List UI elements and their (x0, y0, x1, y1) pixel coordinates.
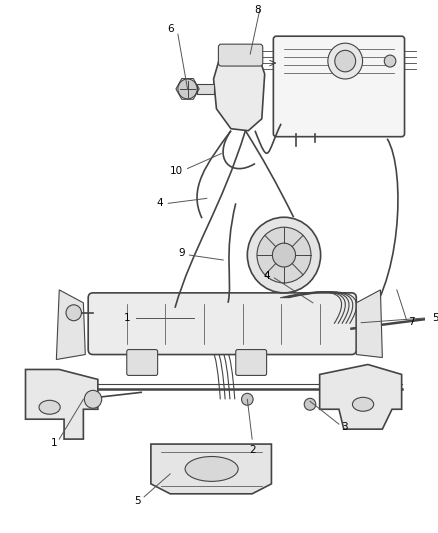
Circle shape (66, 305, 81, 321)
Text: 1: 1 (124, 313, 131, 323)
Text: 6: 6 (167, 24, 173, 34)
Ellipse shape (352, 397, 373, 411)
Text: 9: 9 (177, 248, 184, 258)
FancyBboxPatch shape (235, 350, 266, 375)
Ellipse shape (185, 456, 238, 481)
FancyBboxPatch shape (273, 36, 403, 136)
Text: 4: 4 (156, 198, 163, 208)
Text: 4: 4 (263, 271, 270, 281)
Text: 10: 10 (169, 166, 182, 175)
Ellipse shape (39, 400, 60, 414)
Circle shape (241, 393, 253, 405)
FancyBboxPatch shape (218, 44, 262, 66)
Polygon shape (356, 290, 381, 358)
Circle shape (272, 243, 295, 267)
FancyBboxPatch shape (88, 293, 356, 354)
Circle shape (247, 217, 320, 293)
Circle shape (334, 50, 355, 72)
Polygon shape (319, 365, 401, 429)
Polygon shape (56, 290, 85, 360)
Text: 5: 5 (134, 496, 141, 506)
Circle shape (177, 79, 197, 99)
Text: 3: 3 (340, 422, 347, 432)
Circle shape (256, 227, 310, 283)
Text: 5: 5 (431, 313, 438, 323)
Circle shape (304, 398, 315, 410)
Circle shape (327, 43, 362, 79)
Polygon shape (213, 54, 264, 131)
Text: 2: 2 (248, 445, 255, 455)
Text: 8: 8 (254, 5, 261, 15)
FancyBboxPatch shape (127, 350, 157, 375)
Circle shape (84, 390, 102, 408)
Text: 1: 1 (50, 438, 57, 448)
Text: 7: 7 (407, 317, 414, 327)
Polygon shape (25, 369, 98, 439)
Polygon shape (197, 84, 213, 94)
Polygon shape (151, 444, 271, 494)
Circle shape (383, 55, 395, 67)
